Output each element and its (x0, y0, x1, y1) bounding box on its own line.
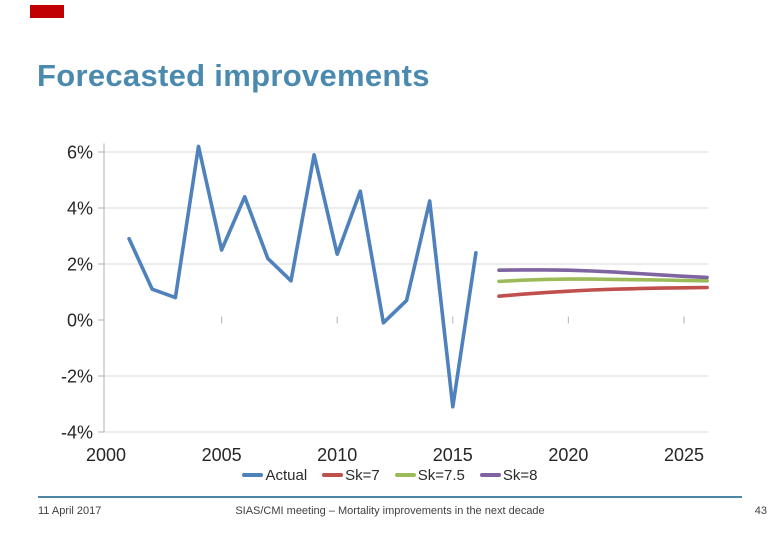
x-tick-label: 2020 (548, 445, 588, 465)
y-tick-label: -2% (61, 367, 93, 387)
footer-date: 11 April 2017 (38, 505, 102, 517)
legend-dash-icon (242, 473, 264, 477)
legend-dash-icon (479, 473, 501, 477)
legend-item-sk-7-5: Sk=7.5 (394, 466, 465, 484)
page-number: 43 (754, 505, 767, 517)
footer-divider (38, 496, 742, 498)
x-tick-label: 2005 (202, 445, 242, 465)
legend-item-actual: Actual (242, 467, 307, 484)
footer-meeting-title: SIAS/CMI meeting – Mortality improvement… (235, 505, 545, 517)
slide-title: Forecasted improvements (37, 58, 430, 93)
legend-label: Sk=7 (345, 466, 380, 484)
series-line-actual (127, 144, 478, 409)
legend-label: Actual (265, 466, 308, 484)
series-line-sk-7-5 (497, 277, 709, 284)
series-line-sk-7 (497, 285, 709, 299)
legend-item-sk-7: Sk=7 (322, 467, 380, 484)
series-line-sk-8 (497, 268, 709, 280)
legend-dash-icon (322, 473, 344, 477)
chart-legend: Actual Sk=7 Sk=7.5 Sk=8 (90, 465, 690, 485)
y-tick-label: 0% (67, 311, 93, 331)
slide-corner-mark (30, 5, 64, 18)
legend-item-sk-8: Sk=8 (479, 466, 538, 484)
x-tick-label: 2025 (664, 445, 704, 465)
legend-label: Sk=7.5 (417, 466, 465, 484)
y-tick-label: 2% (67, 255, 93, 275)
y-tick-label: -4% (61, 423, 93, 443)
x-tick-label: 2000 (86, 445, 126, 465)
legend-dash-icon (394, 473, 416, 477)
x-tick-label: 2015 (433, 445, 473, 465)
x-tick-label: 2010 (317, 445, 357, 465)
legend-label: Sk=8 (502, 466, 538, 484)
y-tick-label: 4% (67, 199, 93, 219)
y-tick-label: 6% (67, 143, 93, 163)
